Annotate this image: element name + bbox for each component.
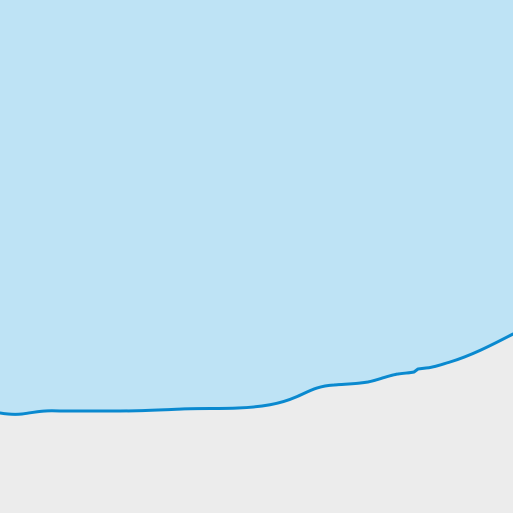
water-area [0,0,513,415]
shoreline [0,332,513,416]
